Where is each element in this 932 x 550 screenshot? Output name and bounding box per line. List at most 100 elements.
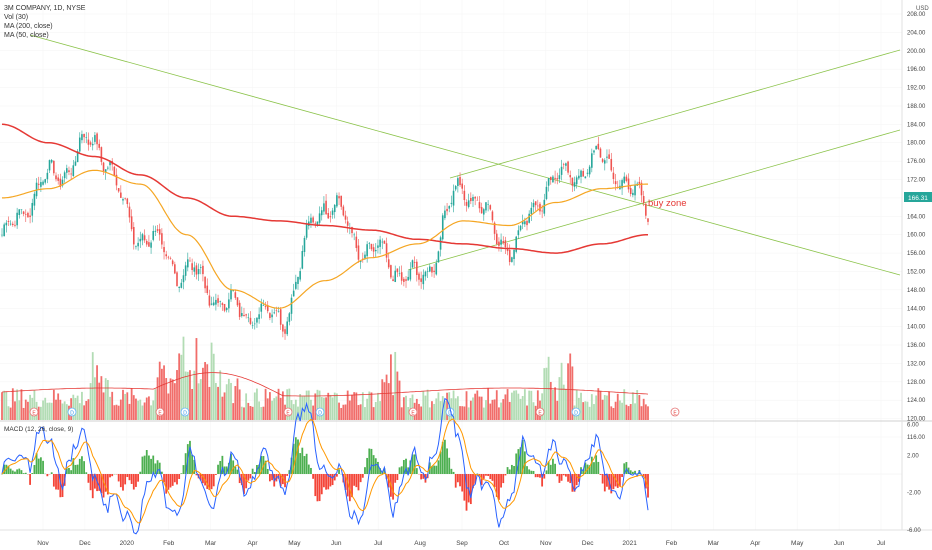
macd-hist-bar (394, 474, 397, 483)
candle-body (424, 271, 427, 277)
volume-bar (379, 401, 381, 420)
svg-text:E: E (538, 410, 542, 416)
volume-bar (582, 402, 585, 420)
volume-bar (72, 394, 75, 420)
macd-hist-bar (554, 463, 556, 474)
candle-body (500, 239, 502, 245)
earnings-marker[interactable]: E (29, 407, 39, 417)
volume-bar (115, 404, 118, 420)
candle-body (504, 240, 507, 248)
macd-hist-bar (70, 470, 73, 474)
macd-hist-bar (573, 474, 576, 492)
candle-body (331, 210, 334, 215)
candle-body (44, 179, 47, 183)
volume-bar (83, 405, 86, 420)
svg-text:D: D (318, 410, 322, 416)
candle-body (524, 221, 526, 225)
macd-hist-bar (18, 468, 21, 474)
candle-body (275, 310, 278, 312)
price-tick: 184.00 (907, 122, 926, 128)
macd-axis[interactable]: 6.00 2.00 -2.00 -6.00 (907, 423, 921, 534)
volume-bar (422, 391, 425, 420)
candle-body (543, 199, 546, 214)
candle-body (199, 267, 202, 268)
price-tick: 204.00 (907, 30, 926, 36)
candle-body (284, 329, 286, 334)
candle-body (537, 205, 539, 207)
earnings-marker[interactable]: E (283, 407, 293, 417)
volume-bar (331, 397, 334, 420)
dividend-marker[interactable]: D (315, 407, 325, 417)
volume-bar (519, 398, 522, 420)
macd-hist-bar (22, 473, 25, 474)
candle-body (184, 265, 187, 276)
volume-bar (402, 397, 405, 420)
volume-bar (94, 377, 96, 420)
volume-bar (370, 392, 373, 420)
trend-lines[interactable] (29, 34, 901, 276)
macd-hist-bar (130, 474, 133, 484)
candle-body (459, 176, 461, 186)
macd-hist-bar (158, 462, 161, 474)
candle-body (70, 173, 72, 175)
earnings-marker[interactable]: E (155, 407, 165, 417)
volume-bar (156, 377, 159, 420)
earnings-marker[interactable]: E (408, 407, 418, 417)
macd-hist-bar (117, 474, 120, 482)
svg-text:D: D (574, 410, 578, 416)
macd-hist-bar (284, 474, 286, 488)
volume-bar (163, 365, 165, 420)
channel-upper-line[interactable] (449, 49, 901, 179)
candle-body (355, 236, 358, 248)
earnings-marker[interactable]: E (670, 407, 680, 417)
candle-body (591, 153, 593, 168)
volume-bar (355, 392, 358, 420)
candle-body (357, 245, 360, 260)
candle-body (549, 176, 552, 181)
volume-bar (595, 395, 598, 420)
macd-hist-bar (122, 474, 124, 491)
macd-hist-bar (169, 474, 172, 488)
candle-body (595, 145, 597, 150)
candle-body (290, 297, 293, 314)
buy-zone-annotation[interactable]: buy zone (648, 198, 687, 209)
candle-body (532, 202, 535, 208)
symbol-title[interactable]: 3M COMPANY, 1D, NYSE (4, 5, 86, 12)
dividend-marker[interactable]: D (180, 407, 190, 417)
candle-body (364, 254, 366, 259)
macd-hist-bar (91, 474, 94, 499)
volume-bar (42, 400, 44, 420)
volume-bar (50, 402, 53, 420)
svg-text:E: E (411, 410, 415, 416)
indicator-ma200[interactable]: MA (200, close) (4, 23, 53, 30)
macd-hist-bar (545, 470, 548, 474)
price-tick: 116.00 (907, 435, 926, 441)
volume-bar (374, 401, 377, 420)
descending-trendline[interactable] (29, 34, 901, 276)
macd-hist-bar (167, 474, 170, 490)
candle-body (632, 192, 634, 196)
volume-bar (640, 406, 643, 420)
candle-body (241, 313, 243, 317)
time-axis[interactable]: Nov Dec 2020 Feb Mar Apr May Jun Jul Aug Sep Oct Nov… (37, 540, 885, 547)
dividend-marker[interactable]: D (67, 407, 77, 417)
candle-body (610, 158, 613, 171)
candle-body (68, 170, 70, 173)
candle-body (625, 176, 628, 181)
volume-bar (122, 389, 124, 420)
macd-hist-bar (74, 464, 77, 474)
macd-hist-bar (52, 474, 55, 487)
volume-bar (569, 353, 572, 420)
candle-body (63, 172, 66, 179)
candle-body (57, 177, 59, 181)
price-axis[interactable]: 208.00 204.00 200.00 196.00 192.00 188.00 184.… (907, 12, 926, 441)
dividend-marker[interactable]: D (571, 407, 581, 417)
indicator-volume[interactable]: Vol (30) (4, 14, 29, 21)
price-tick: 180.00 (907, 141, 926, 147)
earnings-marker[interactable]: E (535, 407, 545, 417)
candle-body (243, 314, 245, 317)
macd-hist-bar (171, 474, 174, 486)
indicator-ma50[interactable]: MA (50, close) (4, 32, 49, 39)
